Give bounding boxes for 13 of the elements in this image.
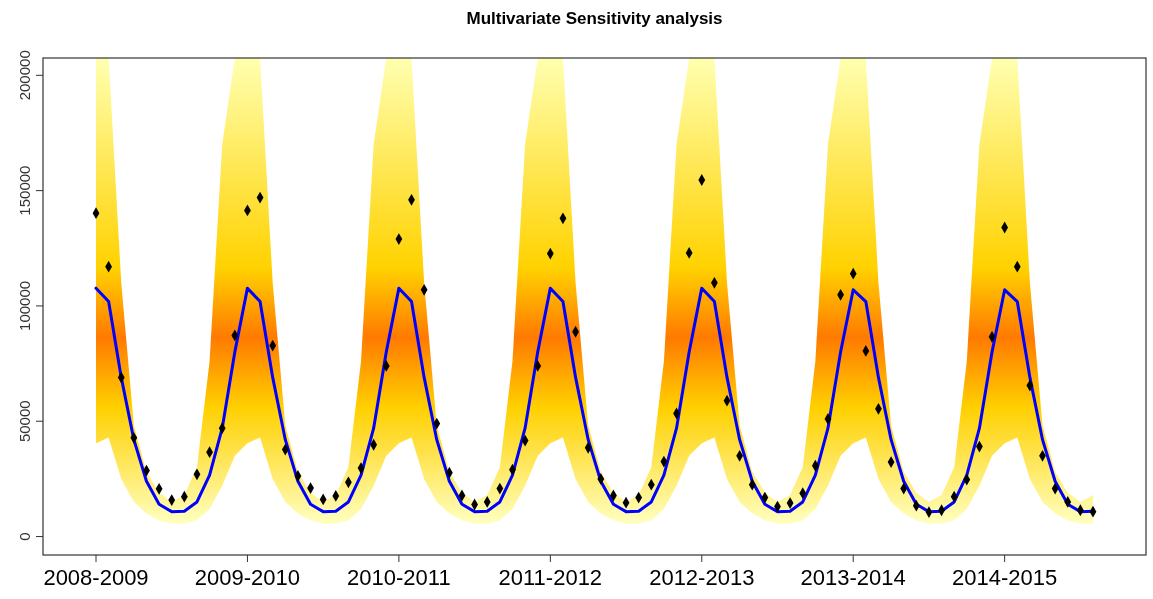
x-tick-label: 2009-2010: [194, 565, 301, 590]
x-tick-label: 2012-2013: [649, 565, 755, 590]
x-tick-label: 2014-2015: [952, 565, 1058, 590]
x-tick-label: 2008-2009: [43, 565, 149, 590]
y-tick-label: 200000: [16, 50, 33, 101]
y-tick-label: 50000: [16, 400, 33, 443]
chart-title: Multivariate Sensitivity analysis: [466, 9, 723, 28]
x-tick-label: 2013-2014: [800, 565, 906, 590]
x-tick-label: 2010-2011: [347, 565, 451, 590]
y-tick-label: 0: [16, 532, 33, 541]
y-tick-label: 150000: [16, 165, 33, 216]
y-tick-label: 100000: [16, 280, 33, 331]
x-tick-label: 2011-2012: [498, 565, 603, 590]
